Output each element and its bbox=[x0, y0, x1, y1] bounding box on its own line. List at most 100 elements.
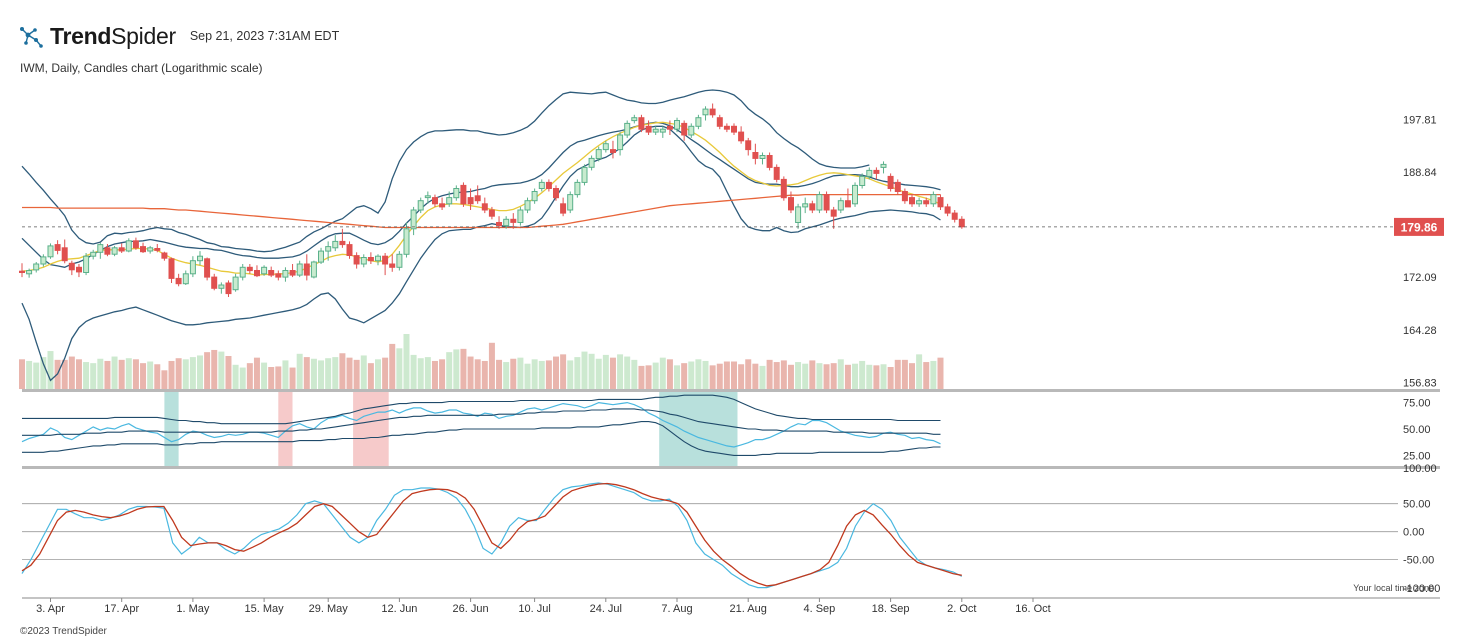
volume-bar bbox=[887, 367, 894, 389]
candle bbox=[638, 114, 645, 133]
candle bbox=[310, 260, 317, 279]
candle bbox=[595, 146, 602, 162]
panel-divider bbox=[22, 466, 1440, 469]
candle-body bbox=[211, 276, 218, 289]
candle-body bbox=[332, 240, 339, 249]
volume-bar bbox=[581, 351, 588, 389]
candle-body bbox=[189, 260, 196, 275]
candle bbox=[296, 260, 303, 278]
candle bbox=[916, 197, 923, 207]
candle bbox=[439, 197, 446, 210]
candle-body bbox=[773, 166, 780, 180]
candle bbox=[47, 243, 54, 259]
candle bbox=[339, 228, 346, 248]
volume-bar bbox=[901, 359, 908, 389]
candle-body bbox=[631, 117, 638, 122]
volume-bar bbox=[517, 357, 524, 389]
candle-body bbox=[617, 134, 624, 151]
rsi-highlight-zone bbox=[353, 392, 389, 466]
candle-body bbox=[873, 169, 880, 174]
candle bbox=[852, 182, 858, 207]
volume-bar bbox=[638, 365, 645, 389]
candle bbox=[624, 120, 631, 138]
volume-bar bbox=[325, 358, 332, 389]
volume-bar bbox=[773, 362, 780, 389]
candle bbox=[766, 152, 773, 171]
candle-body bbox=[111, 247, 118, 255]
brand-name-bold: Trend bbox=[50, 22, 112, 49]
volume-bar bbox=[90, 363, 97, 389]
candle bbox=[168, 257, 175, 283]
candle-body bbox=[303, 263, 310, 276]
candle-body bbox=[745, 140, 752, 151]
volume-bar bbox=[303, 357, 310, 389]
volume-bar bbox=[332, 357, 339, 389]
candle bbox=[830, 206, 837, 229]
candle-body bbox=[958, 218, 965, 228]
candle-body bbox=[446, 197, 453, 205]
stochastic-lines bbox=[21, 482, 963, 589]
candle bbox=[574, 179, 581, 198]
candle-body bbox=[353, 255, 360, 265]
volume-bar bbox=[524, 363, 531, 389]
copyright-notice: ©2023 TrendSpider bbox=[20, 626, 107, 637]
candle-body bbox=[652, 128, 659, 133]
candle bbox=[424, 191, 431, 204]
candle-body bbox=[595, 149, 602, 160]
candle bbox=[61, 239, 68, 264]
candle-body bbox=[33, 263, 40, 271]
stochastic-d-line bbox=[21, 482, 962, 587]
volume-bar bbox=[617, 354, 624, 389]
time-axis: 3. Apr 17. Apr 1. May 15. May 29. May 12. Jun… bbox=[36, 598, 1051, 615]
candle bbox=[26, 268, 33, 278]
volume-bar bbox=[645, 365, 652, 389]
candle-body bbox=[389, 263, 396, 268]
volume-bar bbox=[375, 359, 381, 389]
candle-body bbox=[645, 125, 652, 133]
bollinger-middle-line bbox=[21, 121, 941, 268]
volume-bar bbox=[802, 363, 809, 389]
candle-body bbox=[76, 266, 82, 273]
candle-body bbox=[218, 284, 225, 289]
brand-name-light: Spider bbox=[111, 22, 176, 49]
candle bbox=[225, 280, 232, 297]
candle bbox=[930, 191, 937, 207]
rsi-highlight-zone bbox=[278, 392, 293, 466]
volume-bar bbox=[310, 358, 317, 389]
volume-bar bbox=[553, 356, 559, 389]
volume-bar bbox=[481, 360, 488, 389]
x-axis-tick-label: 15. May bbox=[245, 603, 285, 615]
candle bbox=[837, 197, 844, 214]
candle-body bbox=[396, 253, 403, 268]
candles bbox=[19, 103, 965, 297]
candle-body bbox=[588, 157, 595, 168]
current-price-label: 179.86 bbox=[1401, 220, 1438, 234]
candle bbox=[510, 213, 517, 229]
candle-body bbox=[275, 273, 282, 278]
volume-bar bbox=[218, 351, 225, 389]
candle bbox=[33, 262, 40, 273]
candle-body bbox=[61, 247, 68, 262]
candle bbox=[147, 245, 154, 254]
candle bbox=[951, 210, 958, 223]
candle bbox=[239, 264, 246, 281]
candle bbox=[645, 120, 652, 135]
candle-body bbox=[802, 203, 809, 208]
candle-body bbox=[702, 108, 709, 116]
candle-body bbox=[225, 282, 232, 295]
volume-bar bbox=[360, 355, 367, 389]
volume-bar bbox=[538, 360, 545, 389]
volume-bar bbox=[382, 357, 389, 389]
candle-body bbox=[83, 255, 90, 274]
volume-bar bbox=[702, 360, 709, 389]
volume-bar bbox=[104, 360, 111, 389]
x-axis-tick-label: 3. Apr bbox=[36, 603, 65, 615]
volume-bar bbox=[246, 363, 253, 389]
candle-body bbox=[930, 194, 937, 205]
rsi-tick-label: 75.00 bbox=[1403, 398, 1431, 410]
volume-bar bbox=[681, 363, 688, 389]
candle-body bbox=[325, 246, 332, 252]
candle-body bbox=[887, 175, 894, 189]
